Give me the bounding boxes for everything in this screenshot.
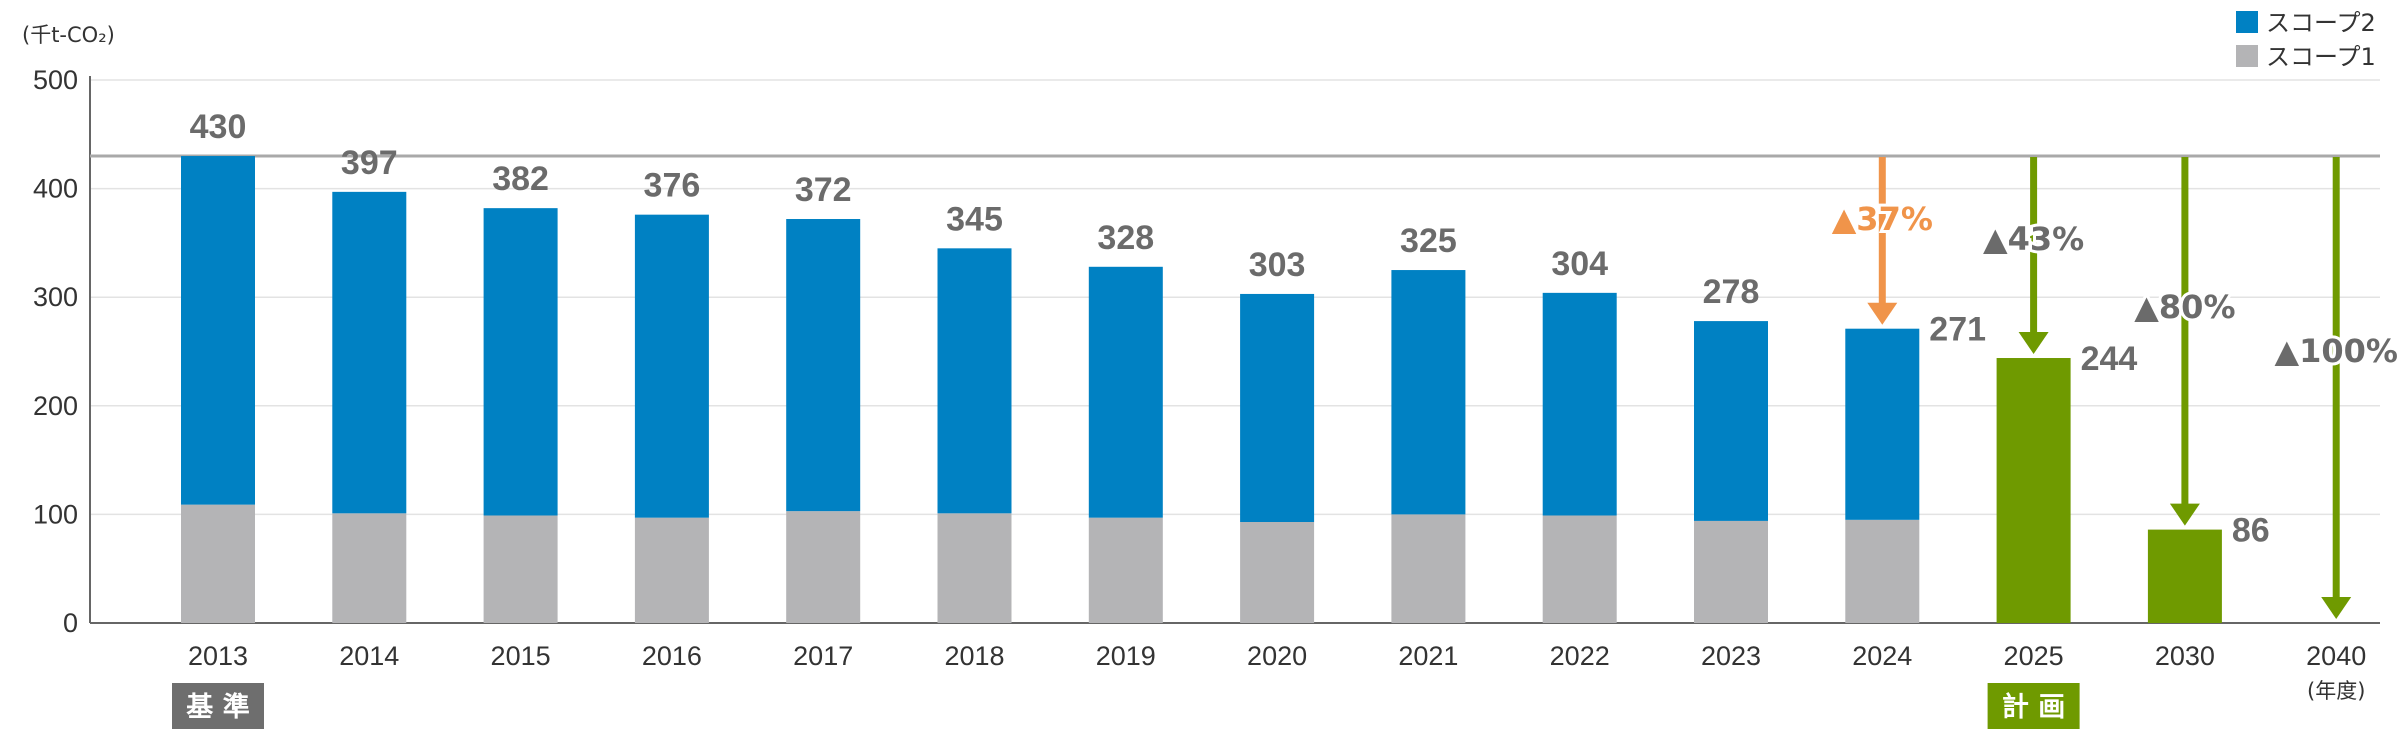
bar-scope1-2023 <box>1694 520 1768 623</box>
value-label-2013: 430 <box>190 108 247 146</box>
bar-scope2-2022 <box>1542 292 1617 516</box>
reduction-arrow-head-2025 <box>2018 332 2049 355</box>
unit-label: (千t-CO₂) <box>22 23 115 47</box>
x-tick-2021: 2021 <box>1398 641 1458 671</box>
value-label-2030: 86 <box>2232 512 2270 550</box>
x-tick-2024: 2024 <box>1852 641 1912 671</box>
y-tick-400: 400 <box>33 174 78 204</box>
x-tick-2017: 2017 <box>793 641 853 671</box>
reduction-label-2040: ▲100% <box>2274 332 2397 370</box>
badge-1 <box>172 683 264 729</box>
bar-scope1-2022 <box>1542 515 1617 623</box>
value-label-2022: 304 <box>1551 245 1608 283</box>
legend-label-1: スコープ2 <box>2266 9 2376 37</box>
bar-scope1-2013 <box>181 504 255 623</box>
y-tick-500: 500 <box>33 65 78 95</box>
reduction-label-2024: ▲37% <box>1832 200 1933 238</box>
value-label-2018: 345 <box>946 200 1003 238</box>
x-tick-2020: 2020 <box>1247 641 1307 671</box>
bar-scope2-2018 <box>937 248 1012 514</box>
value-label-2023: 278 <box>1703 273 1760 311</box>
reduction-arrow-head-2040 <box>2321 597 2352 619</box>
value-label-2017: 372 <box>795 171 852 209</box>
legend-label-2: スコープ1 <box>2266 43 2376 71</box>
bar-scope1-2015 <box>483 515 558 623</box>
bar-scope1-2014 <box>332 513 407 623</box>
value-label-2014: 397 <box>341 144 398 182</box>
x-tick-2018: 2018 <box>944 641 1004 671</box>
bar-scope2-2015 <box>483 208 558 516</box>
bar-scope2-2023 <box>1694 321 1768 521</box>
x-tick-2030: 2030 <box>2155 641 2215 671</box>
bar-scope2-2013 <box>181 156 255 505</box>
value-label-2015: 382 <box>492 160 549 198</box>
value-label-2020: 303 <box>1249 246 1306 284</box>
bar-scope2-2019 <box>1088 266 1163 518</box>
bar-scope1-2017 <box>786 511 861 623</box>
bar-scope1-2021 <box>1391 514 1466 623</box>
bar-scope1-2024 <box>1845 519 1920 623</box>
badge-2 <box>1987 683 2080 729</box>
bar-plan-2025 <box>1996 358 2071 623</box>
legend-swatch-2 <box>2236 45 2258 67</box>
value-label-2016: 376 <box>644 167 701 205</box>
x-tick-2040: 2040 <box>2306 641 2366 671</box>
y-tick-300: 300 <box>33 282 78 312</box>
bar-scope2-2017 <box>786 219 861 512</box>
y-tick-100: 100 <box>33 499 78 529</box>
reduction-label-2030: ▲80% <box>2134 288 2235 326</box>
value-label-2024: 271 <box>1929 311 1986 349</box>
x-tick-2013: 2013 <box>188 641 248 671</box>
y-tick-0: 0 <box>63 608 78 638</box>
value-label-2019: 328 <box>1097 219 1154 257</box>
x-tick-2014: 2014 <box>339 641 399 671</box>
bar-scope2-2016 <box>634 214 709 518</box>
x-tick-2025: 2025 <box>2004 641 2064 671</box>
x-tick-2016: 2016 <box>642 641 702 671</box>
bar-scope1-2020 <box>1240 522 1315 623</box>
reduction-arrow-head-2030 <box>2169 503 2200 526</box>
bar-scope2-2024 <box>1845 328 1920 520</box>
x-tick-2019: 2019 <box>1096 641 1156 671</box>
x-tick-2015: 2015 <box>491 641 551 671</box>
value-label-2025: 244 <box>2081 340 2138 378</box>
reduction-arrow-head-2024 <box>1867 302 1898 325</box>
value-label-2021: 325 <box>1400 222 1457 260</box>
x-axis-suffix: (年度) <box>2307 679 2365 703</box>
bar-scope2-2021 <box>1391 270 1466 515</box>
x-tick-2023: 2023 <box>1701 641 1761 671</box>
bar-scope1-2019 <box>1088 517 1163 623</box>
badge-label-2: 計 画 <box>2002 691 2065 723</box>
x-tick-2022: 2022 <box>1550 641 1610 671</box>
bar-plan-2030 <box>2147 529 2222 623</box>
bar-scope2-2020 <box>1240 293 1315 523</box>
bar-scope2-2014 <box>332 191 407 514</box>
reduction-label-2025: ▲43% <box>1983 220 2084 258</box>
y-tick-200: 200 <box>33 391 78 421</box>
bar-scope1-2016 <box>634 517 709 623</box>
badge-label-1: 基 準 <box>186 691 249 723</box>
legend-swatch-1 <box>2236 11 2258 33</box>
bar-scope1-2018 <box>937 513 1012 623</box>
